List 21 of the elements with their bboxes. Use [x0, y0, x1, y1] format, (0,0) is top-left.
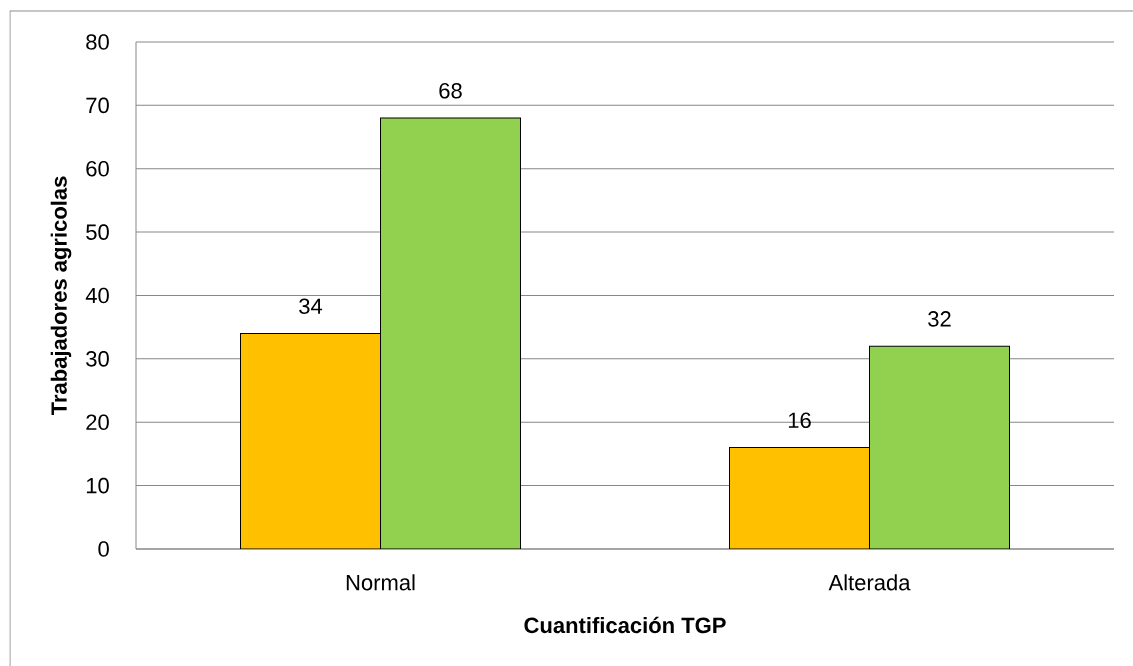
y-tick-label: 40 — [85, 287, 109, 304]
y-tick-label: 10 — [86, 477, 109, 494]
x-tick-label: Alterada — [828, 574, 911, 591]
y-tick-label: 30 — [86, 351, 109, 367]
bar — [729, 447, 870, 549]
y-tick-label: 20 — [86, 414, 109, 431]
y-axis-title: Trabajadores agricolas — [50, 176, 72, 416]
y-tick-label: 50 — [86, 224, 109, 240]
y-tick-label: 60 — [86, 160, 109, 177]
x-tick-label: Normal — [346, 574, 415, 591]
bar — [240, 333, 381, 549]
y-tick-label: 80 — [86, 34, 109, 50]
bar — [869, 345, 1010, 549]
data-label: 16 — [788, 412, 811, 429]
data-label: 34 — [299, 298, 323, 315]
x-axis-title: Cuantificación TGP — [524, 616, 726, 634]
data-label: 32 — [928, 311, 951, 327]
bar — [380, 117, 521, 549]
data-label: 68 — [439, 82, 462, 99]
y-tick-label: 0 — [98, 541, 109, 557]
y-tick-label: 70 — [86, 97, 109, 114]
